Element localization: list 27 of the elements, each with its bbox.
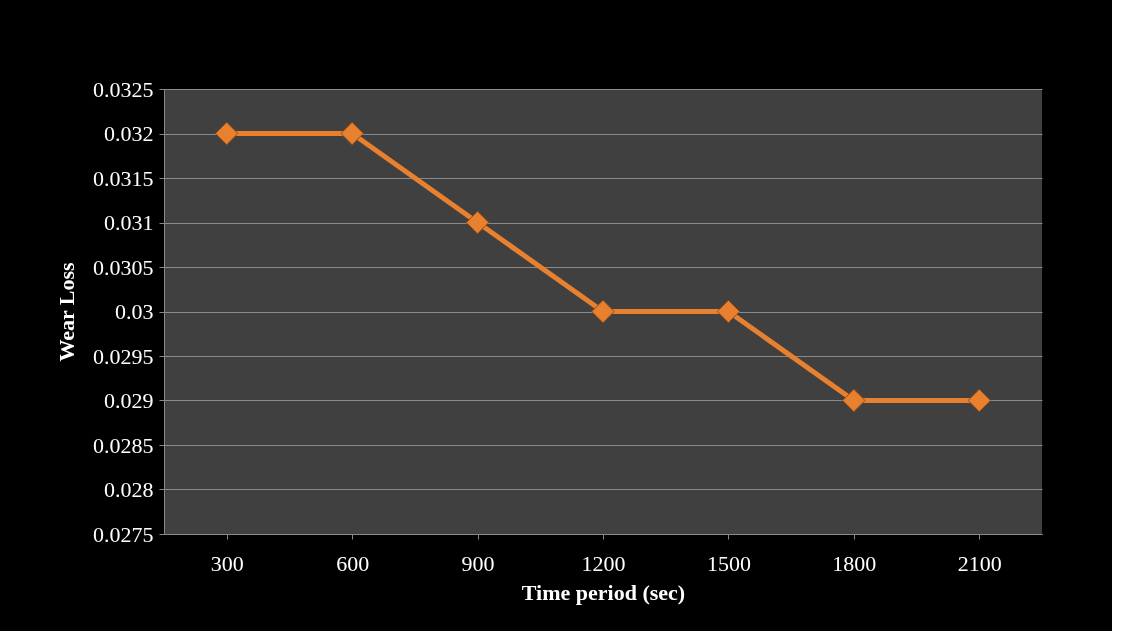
x-axis-title: Time period (sec) [521, 579, 686, 605]
x-tick-label: 300 [210, 550, 244, 576]
point [716, 299, 741, 324]
y-tick-label: 0.03 [115, 299, 154, 324]
y-tick-label: 0.0285 [93, 432, 154, 458]
y-tick-label: 0.0295 [93, 343, 154, 369]
point [340, 121, 364, 146]
y-tick-label: 0.0325 [93, 76, 154, 102]
y-tick-label: 0.0315 [93, 165, 154, 191]
y-tick-label: 0.032 [104, 121, 154, 146]
y-tick-label: 0.0305 [93, 254, 154, 280]
y-tick-label: 0.029 [104, 388, 154, 413]
point [842, 388, 866, 413]
x-tick-label: 1200 [581, 550, 626, 576]
y-tick-label: 0.028 [104, 477, 154, 502]
x-tick-label: 2100 [957, 550, 1002, 576]
y-tick-label: 0.031 [104, 210, 154, 235]
point [967, 388, 991, 413]
y-tick-label: 0.0275 [93, 521, 154, 547]
point [591, 299, 615, 324]
x-tick-label: 1800 [832, 550, 877, 576]
x-tick-label: 900 [461, 550, 495, 576]
x-tick-label: 600 [336, 550, 370, 576]
point [465, 210, 490, 235]
x-tick-label: 1500 [706, 550, 751, 576]
point [215, 121, 239, 146]
y-axis-title: Wear Loss [54, 261, 79, 362]
